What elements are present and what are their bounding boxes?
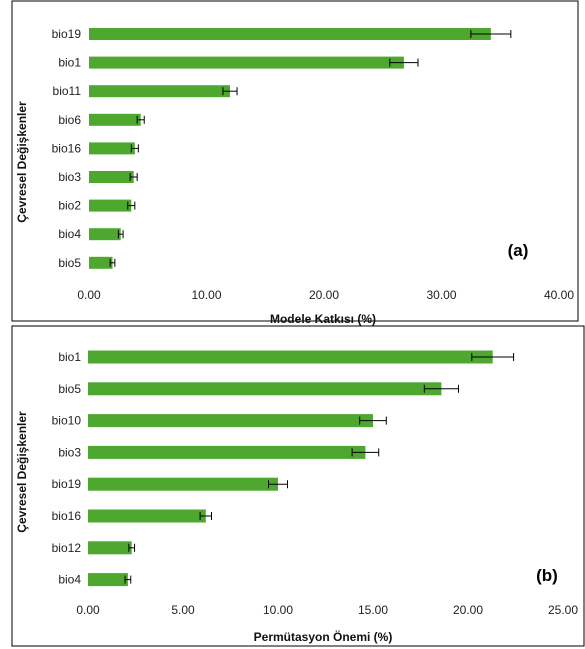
bar-bio11 [89, 85, 230, 98]
bar-bio3 [88, 445, 366, 459]
error-bar-bio3 [351, 448, 380, 457]
x-tick-label: 10.00 [191, 288, 221, 302]
bar-bio4 [89, 228, 121, 241]
category-label-bio3: bio3 [58, 445, 81, 459]
x-tick-label: 25.00 [548, 603, 578, 617]
category-label-bio12: bio12 [52, 541, 82, 555]
panel-b-tag: (b) [536, 566, 558, 585]
x-tick-label: 0.00 [76, 603, 100, 617]
panel-b-category-labels: bio1 bio5 bio10 bio3 bio19 bio16 bio12 bio4 [52, 350, 82, 587]
error-bar-bio19 [470, 30, 512, 38]
panel-a-ylabel: Çevresel Değişkenler [15, 101, 29, 223]
x-tick-label: 0.00 [77, 288, 101, 302]
category-label-bio4: bio4 [58, 227, 81, 241]
error-bar-bio19 [268, 480, 288, 489]
error-bar-bio6 [136, 115, 145, 124]
category-label-bio1: bio1 [58, 350, 81, 364]
bar-bio16 [88, 509, 206, 523]
x-tick-label: 5.00 [171, 603, 195, 617]
bar-bio1 [88, 350, 493, 364]
bar-bio3 [89, 171, 134, 183]
panel-b-ylabel: Çevresel Değişkenler [15, 411, 29, 533]
panel-b-error-bars [124, 353, 515, 584]
error-bar-bio16 [130, 144, 139, 153]
category-label-bio4: bio4 [58, 573, 81, 587]
error-bar-bio4 [124, 575, 132, 584]
category-label-bio16: bio16 [52, 141, 82, 155]
x-tick-label: 10.00 [263, 603, 293, 617]
error-bar-bio3 [129, 173, 138, 181]
bar-bio19 [89, 28, 491, 40]
x-tick-label: 20.00 [453, 603, 483, 617]
x-tick-label: 20.00 [309, 288, 339, 302]
panel-a-frame [11, 0, 579, 322]
panel-a-tag: (a) [508, 241, 529, 260]
x-tick-label: 15.00 [358, 603, 388, 617]
category-label-bio19: bio19 [52, 27, 82, 41]
category-label-bio6: bio6 [58, 113, 81, 127]
error-bar-bio11 [222, 87, 238, 96]
category-label-bio16: bio16 [52, 509, 82, 523]
panel-a: Çevresel Değişkenler Modele Katkısı (%) … [11, 0, 579, 326]
panel-a-category-labels: bio19 bio1 bio11 bio6 bio16 bio3 bio2 bio4 bio5 [52, 27, 82, 270]
panel-b-bars [88, 350, 493, 587]
panel-a-xlabel: Modele Katkısı (%) [270, 312, 376, 326]
error-bar-bio1 [389, 58, 419, 67]
bar-bio1 [89, 56, 404, 69]
panel-b-xlabel: Permütasyon Önemi (%) [254, 629, 393, 644]
error-bar-bio5 [423, 384, 459, 393]
bar-bio5 [88, 382, 442, 396]
bar-bio5 [89, 256, 113, 269]
panel-b: Çevresel Değişkenler Permütasyon Önemi (… [11, 325, 585, 647]
error-bar-bio10 [359, 416, 387, 425]
error-bar-bio4 [117, 230, 124, 239]
category-label-bio10: bio10 [52, 414, 82, 428]
panel-b-x-tick-labels: 0.00 5.00 10.00 15.00 20.00 25.00 [76, 603, 578, 617]
category-label-bio2: bio2 [58, 199, 81, 213]
category-label-bio19: bio19 [52, 477, 82, 491]
category-label-bio11: bio11 [53, 84, 82, 98]
bar-bio16 [89, 142, 135, 155]
panel-b-frame [11, 325, 585, 647]
category-label-bio5: bio5 [58, 256, 81, 270]
category-label-bio1: bio1 [58, 56, 81, 70]
error-bar-bio2 [127, 201, 136, 210]
x-tick-label: 40.00 [544, 288, 574, 302]
category-label-bio5: bio5 [58, 382, 81, 396]
bar-bio19 [88, 477, 278, 491]
error-bar-bio5 [109, 258, 116, 267]
panel-a-x-tick-labels: 0.00 10.00 20.00 30.00 40.00 [77, 288, 574, 302]
bar-bio12 [88, 541, 132, 555]
bar-bio6 [89, 113, 141, 126]
panel-a-error-bars [109, 30, 512, 267]
error-bar-bio12 [128, 543, 136, 552]
bar-bio4 [88, 573, 128, 587]
bar-bio10 [88, 414, 373, 428]
x-tick-label: 30.00 [426, 288, 456, 302]
panel-a-bars [89, 28, 491, 269]
error-bar-bio16 [199, 512, 212, 520]
category-label-bio3: bio3 [58, 170, 81, 184]
error-bar-bio1 [471, 353, 515, 361]
bar-bio2 [89, 199, 132, 212]
